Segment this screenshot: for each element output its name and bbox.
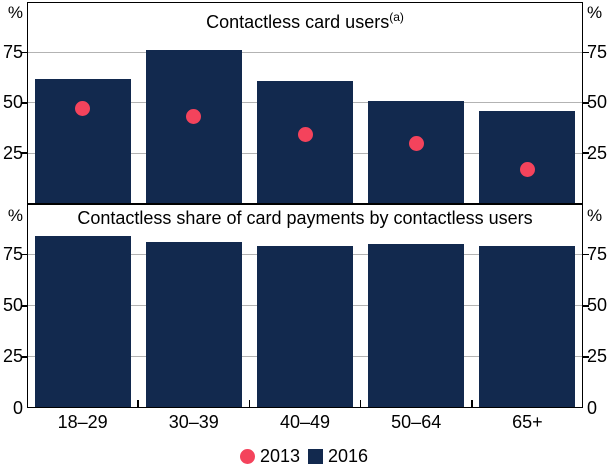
y-tick-left-75 [21, 253, 27, 256]
bar-2016-18–29 [34, 78, 131, 204]
bar-2016-65+ [479, 110, 576, 204]
panel1-title-footnote-marker: (a) [389, 10, 404, 24]
bar-2016-40–49 [257, 246, 353, 408]
panel1-title-text: Contactless card users [206, 12, 390, 32]
legend-label: 2013 [259, 446, 300, 466]
y-tick-right-25 [583, 152, 589, 154]
y-axis-label-left-50: 50 [2, 92, 23, 113]
y-axis-label-right-75: 75 [587, 244, 608, 265]
dot-2013-50–64 [408, 135, 424, 151]
y-tick-left-75 [21, 51, 27, 54]
y-tick-left-25 [21, 356, 27, 358]
bar-2016-30–39 [145, 50, 242, 204]
panel1-title: Contactless card users(a) [27, 7, 583, 32]
x-tick-2 [248, 400, 251, 407]
y-axis-unit-top-right: % [587, 3, 603, 22]
x-axis-label-5: 65+ [512, 412, 543, 432]
x-axis-label-3: 40–49 [279, 412, 331, 432]
gridline-75 [27, 51, 583, 53]
x-tick-3 [359, 400, 362, 407]
x-tick-4 [471, 400, 473, 407]
y-axis-label-left-50: 50 [2, 295, 23, 316]
x-axis-label-1: 18–29 [57, 412, 108, 432]
y-tick-right-75 [583, 51, 589, 54]
y-axis-unit-top-left: % [7, 3, 23, 22]
panel-divider [27, 203, 583, 205]
legend-item-2016: 2016 [308, 446, 368, 466]
y-tick-left-50 [21, 102, 27, 104]
legend-marker-square-icon [308, 448, 323, 464]
panel2-title-text: Contactless share of card payments by co… [77, 208, 533, 228]
y-axis-label-left-25: 25 [2, 142, 23, 163]
y-axis-label-left-25: 25 [2, 346, 23, 367]
y-axis-label-right-50: 50 [587, 92, 608, 113]
y-tick-left-25 [21, 152, 27, 154]
bar-2016-40–49 [257, 80, 353, 204]
bar-2016-65+ [479, 246, 576, 408]
y-tick-right-50 [583, 305, 589, 307]
y-axis-unit-bottom-left: % [7, 206, 23, 225]
dot-2013-30–39 [186, 109, 202, 125]
y-tick-right-50 [583, 102, 589, 104]
y-axis-label-left-0: 0 [12, 397, 23, 418]
panel2-title: Contactless share of card payments by co… [27, 208, 583, 228]
y-axis-label-right-25: 25 [587, 346, 608, 367]
dot-2013-18–29 [75, 101, 91, 117]
dot-2013-65+ [519, 161, 535, 177]
bar-2016-50–64 [368, 244, 465, 408]
dot-2013-40–49 [297, 127, 313, 143]
x-tick-1 [137, 400, 139, 407]
y-axis-label-right-75: 75 [587, 41, 608, 62]
bar-2016-50–64 [368, 100, 465, 204]
y-axis-label-right-50: 50 [587, 295, 608, 316]
legend-item-2013: 2013 [239, 446, 300, 466]
y-axis-unit-bottom-right: % [587, 206, 603, 225]
y-tick-left-50 [21, 305, 27, 307]
y-tick-right-25 [583, 356, 589, 358]
y-tick-right-75 [583, 253, 589, 256]
y-axis-label-left-75: 75 [2, 244, 23, 265]
bar-2016-30–39 [145, 242, 242, 408]
legend-marker-circle-icon [239, 448, 255, 464]
legend: 2013 2016 [0, 446, 608, 466]
bar-2016-18–29 [34, 236, 131, 408]
y-axis-label-left-75: 75 [2, 41, 23, 62]
y-axis-label-right-25: 25 [587, 142, 608, 163]
x-axis-label-4: 50–64 [391, 412, 442, 432]
y-axis-label-right-0: 0 [587, 397, 598, 418]
legend-label: 2016 [328, 446, 369, 466]
x-axis-label-2: 30–39 [168, 412, 219, 432]
